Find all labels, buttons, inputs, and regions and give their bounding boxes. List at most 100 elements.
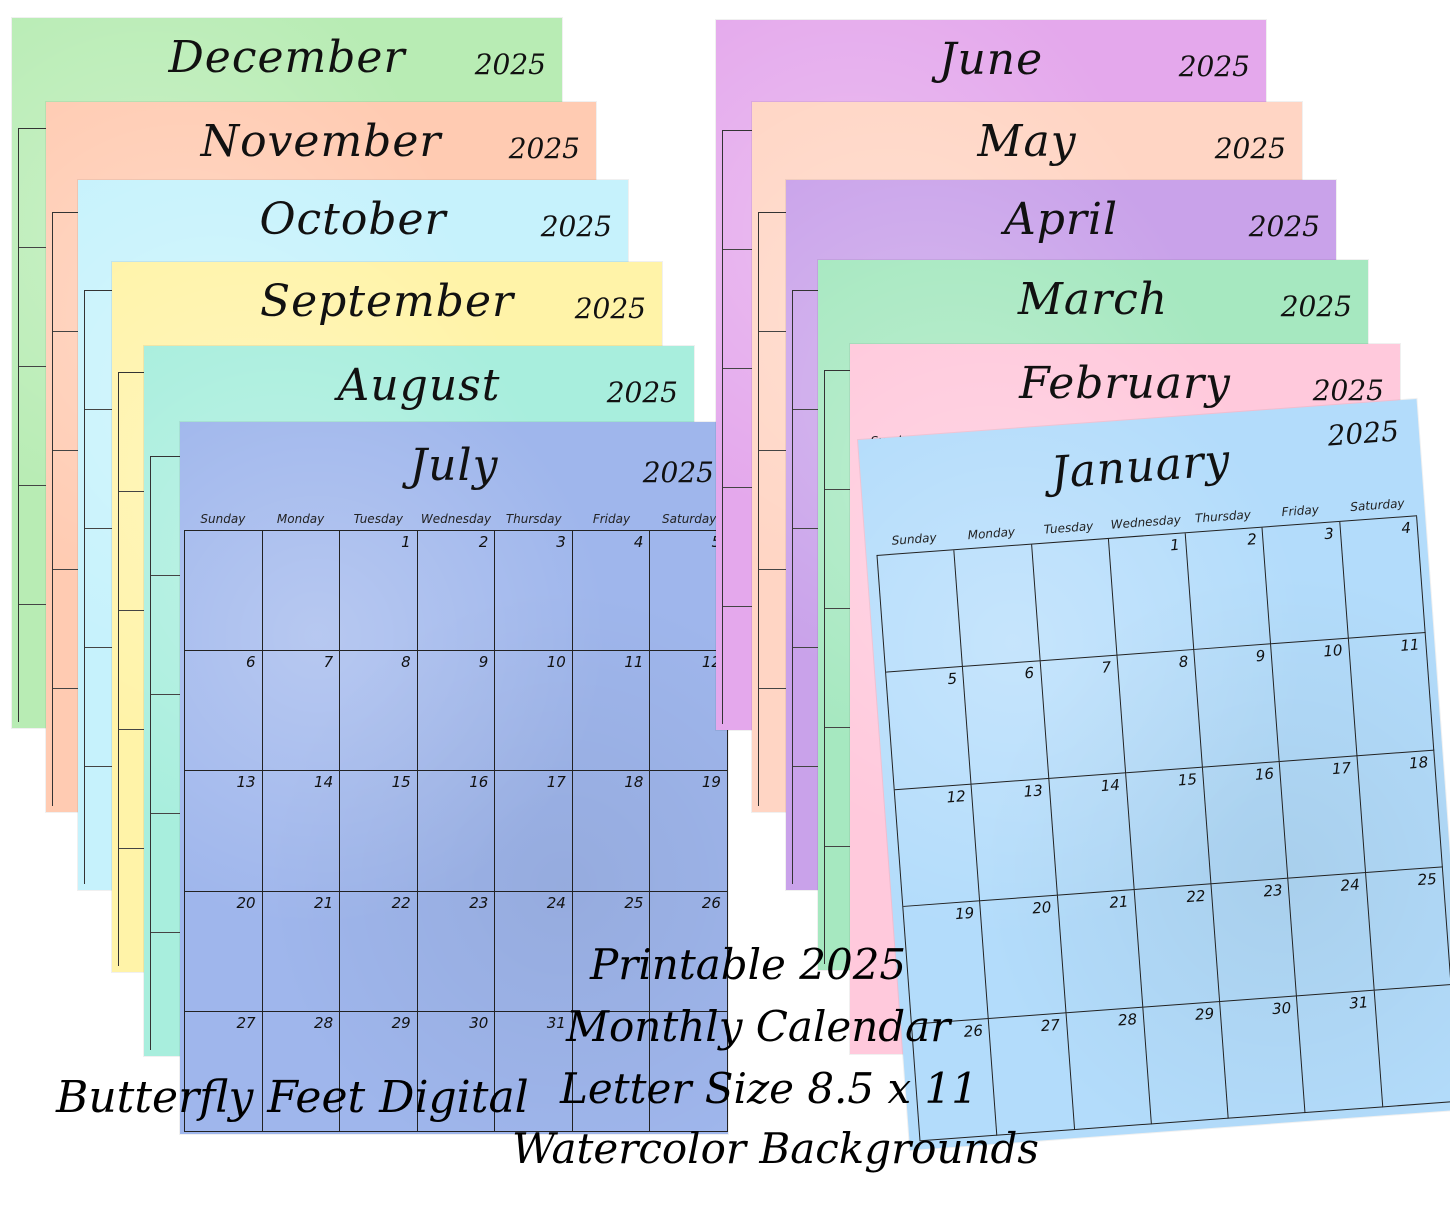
day-cell: 4 [1339, 516, 1426, 639]
day-number: 31 [546, 1013, 566, 1032]
day-number: 30 [469, 1013, 489, 1032]
day-cell [954, 544, 1041, 668]
day-number: 22 [391, 893, 411, 912]
day-cell: 12 [894, 784, 981, 908]
day-cell: 14 [262, 771, 341, 892]
day-cell: 13 [971, 778, 1058, 902]
day-cell: 23 [1211, 878, 1298, 1002]
day-cell: 26 [650, 891, 728, 1012]
day-cell: 15 [340, 771, 418, 892]
day-number: 13 [236, 773, 256, 792]
day-number: 9 [478, 653, 489, 672]
day-cell: 20 [980, 895, 1067, 1019]
year-label: 2025 [1248, 210, 1320, 243]
day-number: 14 [1100, 775, 1121, 795]
day-number: 27 [1040, 1015, 1061, 1035]
day-number: 17 [546, 773, 566, 792]
weekday-header-row: Sunday Monday Tuesday Wednesday Thursday Frid… [184, 512, 728, 526]
day-cell: 21 [262, 891, 341, 1012]
day-number: 20 [1031, 898, 1052, 918]
month-title: December [168, 32, 406, 83]
year-label: 2025 [606, 376, 678, 409]
day-number: 1 [1169, 535, 1181, 555]
day-cell [1374, 984, 1450, 1108]
brand-caption: Butterfly Feet Digital [56, 1072, 529, 1123]
weekday-tuesday: Tuesday [1043, 519, 1094, 537]
day-number: 18 [1408, 752, 1429, 773]
month-title: August [337, 360, 501, 411]
calendar-page-july: July 2025 Sunday Monday Tuesday Wednesday Th… [180, 422, 728, 1134]
day-cell: 13 [185, 771, 263, 892]
day-cell: 28 [262, 1011, 341, 1132]
month-title: October [259, 194, 447, 245]
weekday-sunday: Sunday [200, 512, 246, 526]
caption-line-3: Letter Size 8.5 x 11 [560, 1064, 978, 1113]
day-number: 13 [1023, 781, 1044, 801]
year-label: 2025 [642, 456, 714, 489]
month-title: November [200, 116, 442, 167]
caption-line-4: Watercolor Backgrounds [512, 1124, 1039, 1173]
day-cell: 25 [572, 891, 651, 1012]
caption-line-1: Printable 2025 [590, 940, 907, 989]
day-number: 22 [1185, 886, 1207, 907]
month-title: April [1003, 194, 1119, 245]
year-label: 2025 [1178, 50, 1250, 83]
weekday-monday: Monday [967, 524, 1016, 543]
day-number: 16 [469, 773, 489, 792]
day-number: 27 [236, 1013, 256, 1032]
weekday-tuesday: Tuesday [353, 512, 404, 526]
day-cell: 24 [495, 891, 573, 1012]
weekday-saturday: Saturday [1349, 496, 1405, 515]
month-title: May [977, 116, 1077, 167]
day-number: 7 [1101, 658, 1112, 678]
day-number: 2 [478, 533, 489, 551]
day-cell [650, 1011, 728, 1132]
day-cell [877, 550, 964, 673]
day-cell: 1 [340, 531, 418, 652]
day-cell [185, 531, 263, 652]
day-cell: 30 [1220, 995, 1306, 1119]
day-number: 6 [246, 653, 256, 672]
day-number: 11 [1399, 635, 1421, 656]
day-number: 31 [1348, 992, 1369, 1013]
day-number: 18 [624, 773, 644, 792]
day-number: 24 [546, 893, 566, 912]
day-number: 6 [1023, 664, 1035, 683]
day-number: 3 [1323, 524, 1335, 544]
day-cell: 5 [886, 667, 972, 791]
day-cell: 22 [340, 891, 418, 1012]
day-number: 15 [391, 773, 411, 792]
day-number: 29 [391, 1013, 411, 1032]
day-number: 2 [1246, 530, 1258, 549]
day-cell: 2 [1185, 527, 1272, 651]
weekday-saturday: Saturday [662, 512, 717, 526]
caption-line-2: Monthly Calendar [566, 1002, 951, 1051]
day-cell: 29 [340, 1011, 418, 1132]
month-title: March [1017, 274, 1169, 325]
year-label: 2025 [1326, 414, 1400, 453]
day-number: 1 [401, 533, 411, 551]
month-title: February [1019, 358, 1231, 409]
day-cell: 10 [1271, 638, 1358, 762]
weekday-wednesday: Wednesday [1110, 512, 1182, 532]
day-cell: 18 [1357, 750, 1443, 874]
day-cell: 3 [1262, 521, 1349, 645]
day-cell: 7 [262, 651, 341, 772]
day-number: 29 [1194, 1004, 1215, 1024]
day-cell: 10 [495, 651, 573, 772]
day-number: 5 [946, 669, 958, 689]
day-number: 19 [954, 903, 975, 924]
day-number: 25 [624, 893, 644, 912]
day-cell: 2 [417, 531, 496, 652]
day-number: 21 [314, 893, 334, 912]
year-label: 2025 [508, 132, 580, 165]
day-number: 14 [314, 773, 334, 792]
day-cell: 4 [572, 531, 651, 652]
month-title: September [259, 276, 515, 327]
day-number: 4 [633, 533, 644, 551]
day-number: 21 [1108, 892, 1130, 912]
weekday-friday: Friday [1281, 502, 1320, 520]
day-cell: 15 [1125, 767, 1212, 891]
day-cell: 23 [417, 891, 496, 1012]
